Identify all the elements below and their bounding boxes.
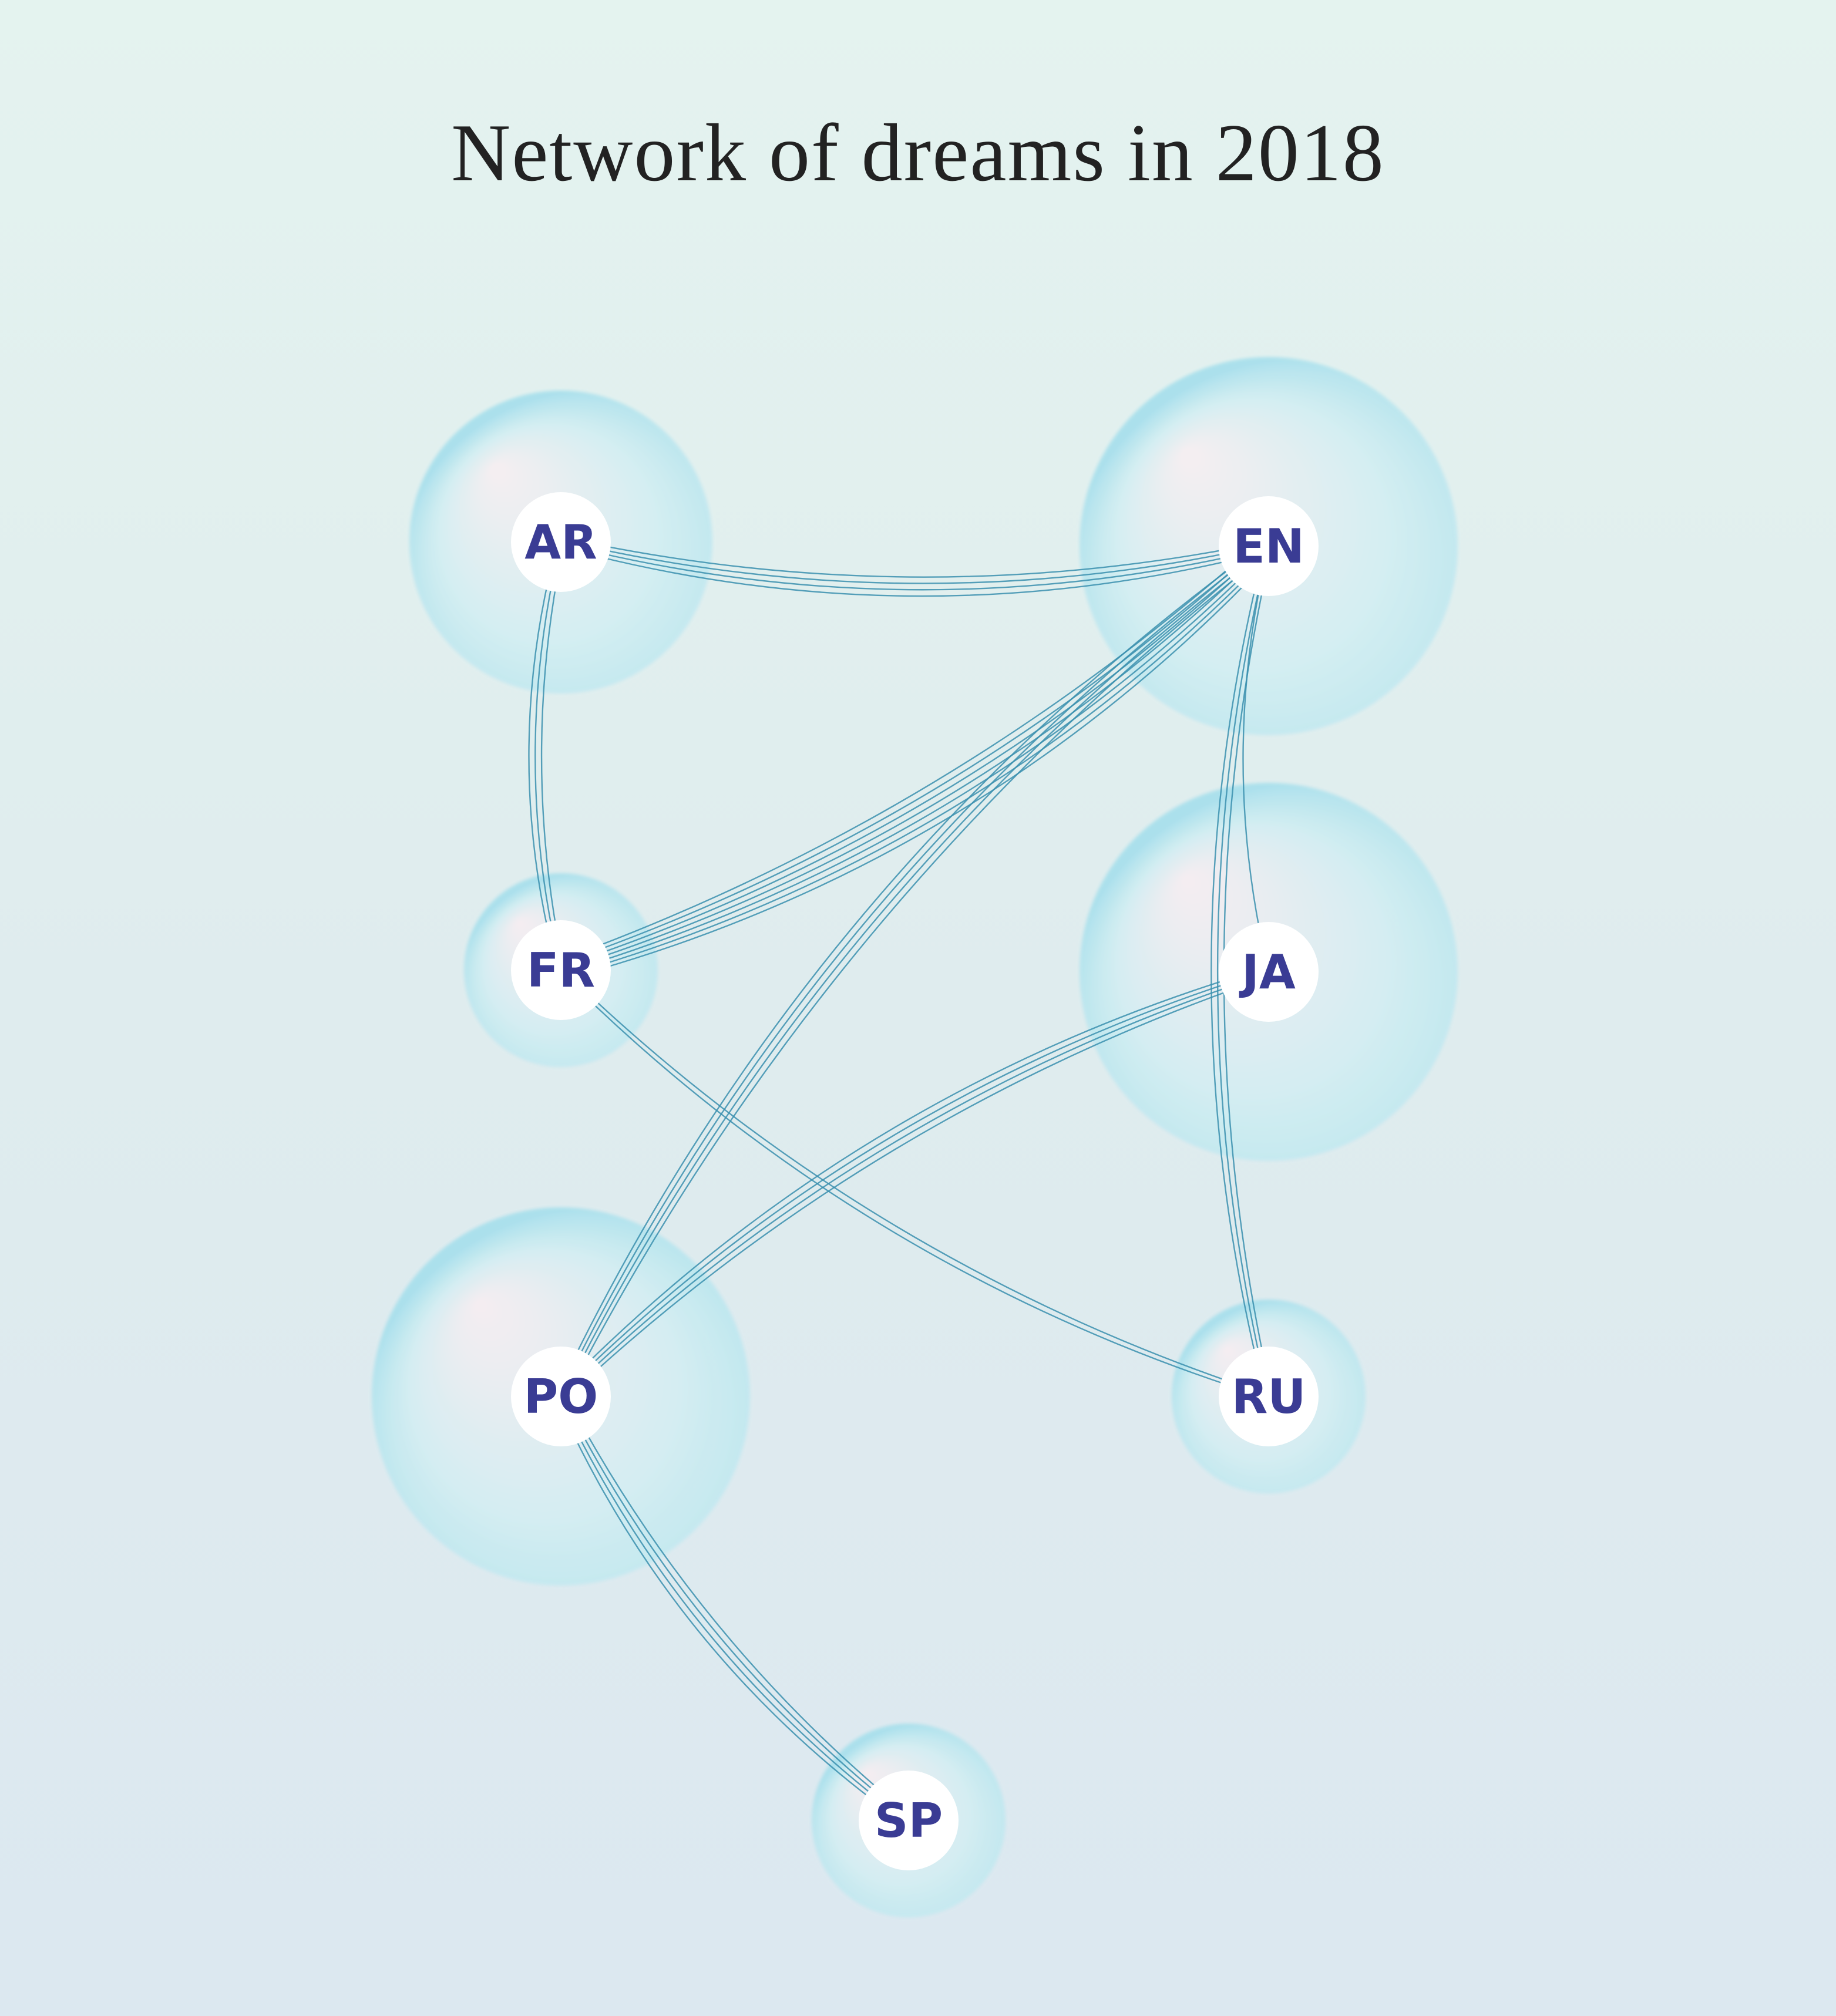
edge-en-po: [561, 546, 1270, 1398]
node-fr: FR: [511, 920, 611, 1020]
edge-fr-ru: [561, 968, 1270, 1396]
node-label-fr: FR: [527, 943, 595, 998]
edge-fr-en: [555, 537, 1265, 962]
node-ja: JA: [1219, 922, 1319, 1022]
edge-en-po: [564, 548, 1273, 1400]
node-sp: SP: [859, 1771, 959, 1870]
edge-ar-en: [560, 543, 1269, 591]
node-center-sp: [859, 1771, 959, 1870]
edge-ar-en: [560, 536, 1269, 578]
node-label-sp: SP: [875, 1793, 943, 1848]
edge-layer: [528, 536, 1275, 1825]
edge-po-sp: [564, 1393, 913, 1818]
edge-en-ru: [1210, 546, 1266, 1397]
edge-fr-en: [560, 546, 1269, 971]
edge-fr-en: [557, 540, 1266, 965]
node-center-po: [511, 1347, 611, 1446]
edge-fr-en: [559, 543, 1267, 968]
edge-po-sp: [559, 1397, 908, 1822]
edge-en-ru: [1216, 546, 1270, 1397]
node-label-ja: JA: [1239, 945, 1296, 999]
edge-ar-en: [560, 546, 1269, 597]
edge-ar-fr: [540, 541, 565, 971]
node-center-fr: [511, 920, 611, 1020]
edge-ar-fr: [528, 541, 559, 971]
edge-ja-po: [563, 975, 1272, 1402]
edge-ja-po: [559, 970, 1268, 1396]
node-label-en: EN: [1233, 519, 1304, 574]
node-ar: AR: [511, 492, 611, 592]
edge-ar-fr: [534, 541, 562, 971]
edge-fr-en: [562, 548, 1271, 974]
node-label-po: PO: [524, 1369, 598, 1424]
diagram-title: Network of dreams in 2018: [451, 107, 1385, 198]
edge-en-po: [559, 544, 1268, 1396]
node-label-ru: RU: [1232, 1369, 1306, 1424]
node-layer: AR EN FR JA PO RU SP: [511, 492, 1319, 1870]
edge-fr-en: [564, 551, 1273, 977]
edge-fr-ru: [559, 971, 1268, 1399]
edge-po-sp: [556, 1399, 906, 1825]
node-ru: RU: [1219, 1347, 1319, 1446]
node-center-en: [1219, 496, 1319, 596]
edge-ar-en: [560, 540, 1269, 584]
edge-po-sp: [561, 1395, 910, 1820]
edge-en-ja: [1242, 546, 1270, 972]
node-po: PO: [511, 1347, 611, 1446]
node-center-ru: [1219, 1347, 1319, 1446]
edge-en-po: [556, 542, 1266, 1394]
node-center-ar: [511, 492, 611, 592]
node-en: EN: [1219, 496, 1319, 596]
node-label-ar: AR: [524, 515, 597, 570]
node-center-ja: [1219, 922, 1319, 1022]
edge-ja-po: [557, 967, 1267, 1393]
edge-ja-po: [561, 972, 1270, 1399]
